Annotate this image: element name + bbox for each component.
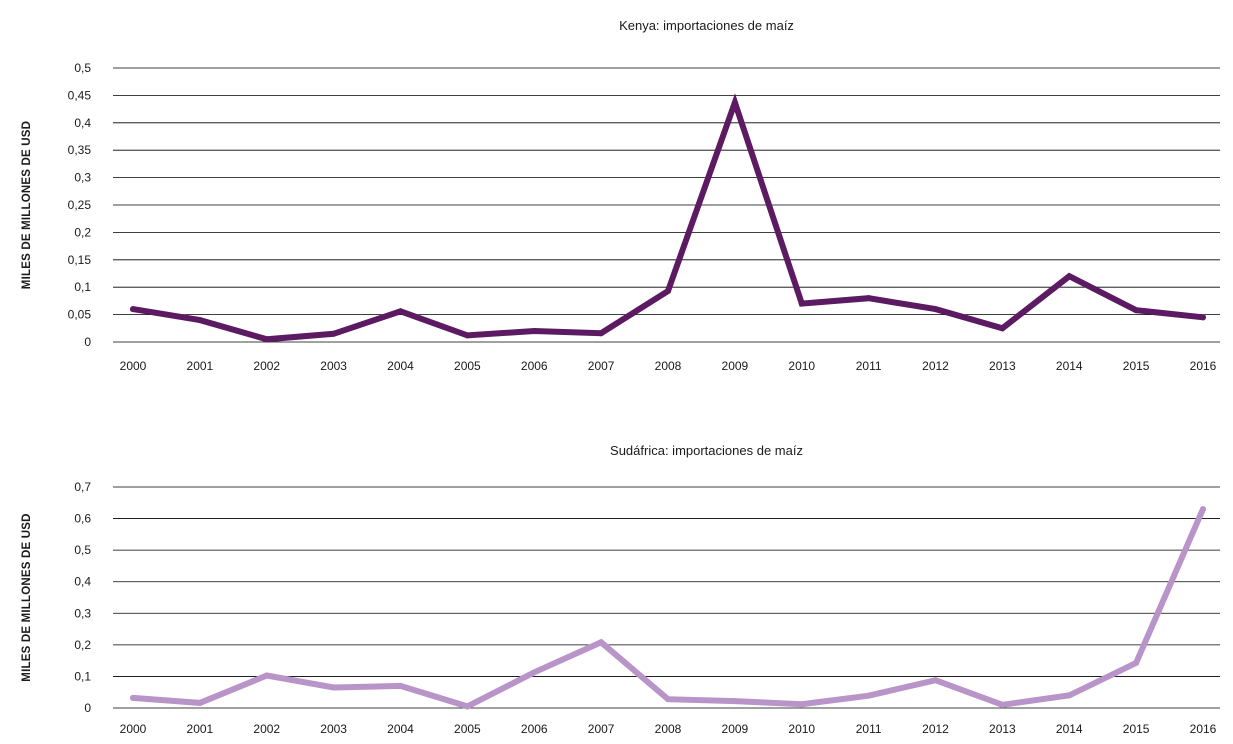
x-tick-label: 2002 — [253, 359, 280, 373]
y-tick-label: 0 — [84, 701, 91, 715]
data-point — [731, 99, 738, 106]
data-point — [330, 684, 337, 691]
y-tick-label: 0 — [84, 335, 91, 349]
x-tick-label: 2014 — [1056, 722, 1083, 736]
data-point — [598, 639, 605, 646]
x-tick-label: 2000 — [120, 359, 147, 373]
y-tick-label: 0,05 — [68, 308, 92, 322]
y-tick-label: 0,2 — [74, 225, 91, 239]
y-tick-label: 0,7 — [74, 480, 91, 494]
data-point — [263, 336, 270, 343]
data-point — [999, 701, 1006, 708]
y-tick-label: 0,45 — [68, 88, 92, 102]
data-point — [798, 701, 805, 708]
data-point — [330, 330, 337, 337]
data-point — [196, 699, 203, 706]
data-point — [932, 306, 939, 313]
x-tick-label: 2010 — [788, 359, 815, 373]
y-tick-label: 0,15 — [68, 253, 92, 267]
data-point — [1200, 314, 1206, 321]
data-point — [464, 703, 471, 710]
x-tick-label: 2014 — [1056, 359, 1083, 373]
x-tick-label: 2005 — [454, 359, 481, 373]
y-axis-label: MILES DE MILLONES DE USD — [21, 121, 33, 289]
y-tick-label: 0,6 — [74, 512, 91, 526]
y-tick-label: 0,3 — [74, 606, 91, 620]
data-point — [932, 677, 939, 684]
x-tick-label: 2015 — [1123, 722, 1150, 736]
x-tick-label: 2006 — [521, 722, 548, 736]
y-axis-label: MILES DE MILLONES DE USD — [21, 513, 33, 681]
data-point — [598, 330, 605, 337]
data-point — [397, 308, 404, 315]
x-tick-label: 2005 — [454, 722, 481, 736]
data-point — [999, 325, 1006, 332]
x-tick-label: 2008 — [655, 722, 682, 736]
x-tick-label: 2012 — [922, 359, 949, 373]
x-tick-label: 2012 — [922, 722, 949, 736]
data-point — [1200, 506, 1206, 513]
x-tick-label: 2001 — [187, 359, 214, 373]
data-point — [1133, 307, 1140, 314]
data-point — [665, 288, 671, 295]
data-point — [1066, 692, 1073, 699]
chart-2: Sudáfrica: importaciones de maíz MILES DE… — [21, 443, 1220, 736]
x-tick-label: 2008 — [655, 359, 682, 373]
x-tick-label: 2002 — [253, 722, 280, 736]
y-tick-label: 0,4 — [74, 116, 91, 130]
data-point — [130, 694, 136, 701]
x-tick-label: 2013 — [989, 359, 1016, 373]
x-tick-label: 2004 — [387, 722, 414, 736]
data-point — [464, 332, 471, 339]
x-tick-label: 2011 — [856, 722, 882, 736]
x-tick-label: 2009 — [722, 722, 749, 736]
x-tick-label: 2006 — [521, 359, 548, 373]
x-tick-label: 2011 — [856, 359, 882, 373]
x-tick-label: 2004 — [387, 359, 414, 373]
y-tick-label: 0,1 — [74, 669, 91, 683]
y-tick-label: 0,3 — [74, 171, 91, 185]
y-tick-label: 0,1 — [74, 280, 91, 294]
y-tick-label: 0,2 — [74, 638, 91, 652]
data-point — [531, 328, 538, 335]
chart-title: Kenya: importaciones de maíz — [619, 18, 794, 33]
series-line — [130, 93, 1206, 343]
x-tick-label: 2015 — [1123, 359, 1150, 373]
y-tick-label: 0,25 — [68, 198, 92, 212]
data-point — [130, 306, 136, 313]
data-point — [731, 698, 738, 705]
x-tick-label: 2007 — [588, 359, 615, 373]
data-point — [397, 682, 404, 689]
y-tick-label: 0,4 — [74, 575, 91, 589]
x-tick-label: 2007 — [588, 722, 615, 736]
x-tick-label: 2003 — [320, 359, 347, 373]
x-tick-label: 2001 — [187, 722, 214, 736]
x-tick-label: 2000 — [120, 722, 147, 736]
y-tick-label: 0,5 — [74, 61, 91, 75]
y-tick-label: 0,5 — [74, 543, 91, 557]
x-tick-label: 2009 — [722, 359, 749, 373]
x-tick-label: 2003 — [320, 722, 347, 736]
chart-title: Sudáfrica: importaciones de maíz — [610, 443, 803, 458]
data-point — [1133, 659, 1140, 666]
y-tick-label: 0,35 — [68, 143, 92, 157]
data-point — [531, 669, 538, 676]
data-point — [865, 692, 872, 699]
data-point — [865, 295, 872, 302]
data-point — [263, 672, 270, 679]
data-point — [665, 696, 671, 703]
data-point — [798, 300, 805, 307]
data-point — [196, 317, 203, 324]
x-tick-label: 2010 — [788, 722, 815, 736]
data-point — [1066, 273, 1073, 280]
x-tick-label: 2013 — [989, 722, 1016, 736]
x-tick-label: 2016 — [1190, 722, 1217, 736]
chart-1: Kenya: importaciones de maíz MILES DE MIL… — [21, 18, 1220, 373]
x-tick-label: 2016 — [1190, 359, 1217, 373]
